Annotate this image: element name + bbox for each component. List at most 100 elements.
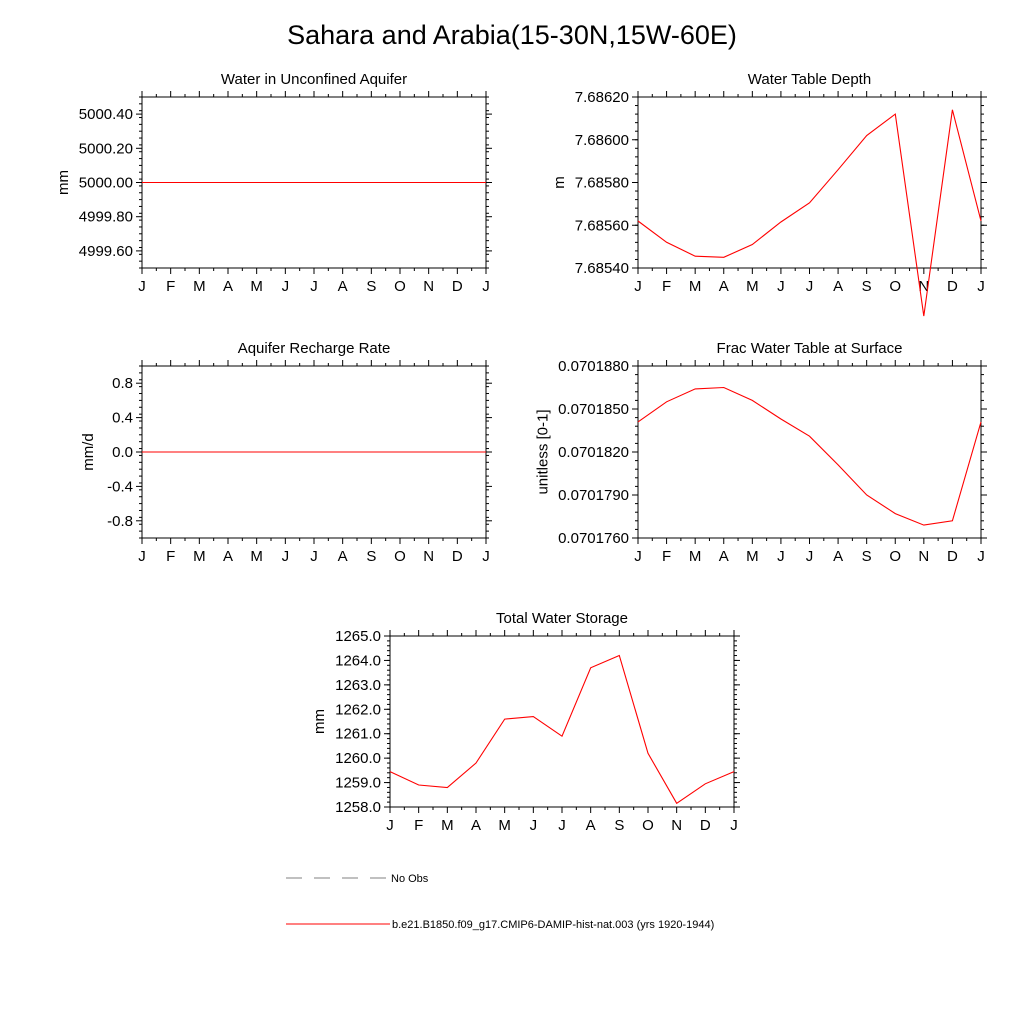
x-tick-label: J [806,548,814,565]
x-tick-label: M [250,548,263,565]
x-tick-label: O [642,817,654,834]
x-tick-label: J [777,278,785,295]
x-tick-label: M [193,548,206,565]
x-tick-label: A [833,548,843,565]
y-tick-label: 7.68560 [575,217,629,234]
y-tick-label: 7.68540 [575,260,629,277]
x-tick-label: N [918,548,929,565]
x-tick-label: J [138,278,146,295]
x-tick-label: N [423,548,434,565]
y-tick-label: 1259.0 [335,775,381,792]
x-tick-label: M [193,278,206,295]
y-tick-label: 7.68620 [575,89,629,106]
x-tick-label: J [558,817,566,834]
x-tick-label: O [889,548,901,565]
y-tick-label: 0.0 [112,444,133,461]
y-axis-label: m [551,176,568,189]
x-tick-label: A [719,278,729,295]
y-tick-label: 1260.0 [335,750,381,767]
x-tick-label: J [310,278,318,295]
y-tick-label: 0.8 [112,375,133,392]
x-tick-label: D [452,278,463,295]
plot-frame [389,635,735,808]
x-tick-label: M [746,278,759,295]
x-tick-label: A [223,278,233,295]
chart-total-water-storage: J F M A M J J A S O N D J1258.01259.01260.01261.0126… [311,610,740,834]
legend-model-label: b.e21.B1850.f09_g17.CMIP6-DAMIP-hist-nat… [392,919,714,931]
x-tick-label: A [833,278,843,295]
x-tick-label: S [862,548,872,565]
x-tick-label: J [138,548,146,565]
series-line [637,109,982,317]
x-tick-label: A [471,817,481,834]
x-tick-label: J [777,548,785,565]
y-tick-label: 7.68600 [575,132,629,149]
x-tick-label: F [662,548,671,565]
x-tick-label: J [634,548,642,565]
x-tick-label: J [482,548,490,565]
x-tick-label: A [338,278,348,295]
y-tick-label: 0.0701790 [558,487,629,504]
y-tick-label: 1262.0 [335,701,381,718]
x-tick-label: S [366,548,376,565]
x-tick-label: J [482,278,490,295]
y-axis-label: unitless [0-1] [534,409,551,494]
x-tick-label: F [166,278,175,295]
y-tick-label: 0.0701850 [558,401,629,418]
x-tick-label: D [452,548,463,565]
chart-panels: J F M A M J J A S O N D J4999.604999.805000.005000.2… [55,71,987,834]
x-tick-label: F [166,548,175,565]
y-tick-label: 4999.80 [79,209,133,226]
y-tick-label: 7.68580 [575,175,629,192]
y-tick-label: -0.4 [107,478,133,495]
x-tick-label: M [250,278,263,295]
legend: No Obs b.e21.B1850.f09_g17.CMIP6-DAMIP-h… [286,873,714,931]
x-tick-label: J [530,817,538,834]
x-tick-label: M [498,817,511,834]
y-axis-label: mm [55,170,72,195]
x-tick-label: S [862,278,872,295]
y-tick-label: 0.0701880 [558,358,629,375]
x-tick-label: J [386,817,394,834]
chart-frac-water-table: J F M A M J J A S O N D J0.07017600.07017900.0701820… [534,340,987,565]
x-tick-label: S [366,278,376,295]
x-tick-label: A [223,548,233,565]
series-line [637,386,982,526]
x-tick-label: A [719,548,729,565]
panel-title: Frac Water Table at Surface [717,340,903,357]
x-tick-label: D [947,548,958,565]
y-axis-label: mm [311,709,328,734]
y-tick-label: 5000.20 [79,140,133,157]
y-axis-label: mm/d [80,433,97,471]
panel-title: Water in Unconfined Aquifer [221,71,407,88]
x-tick-label: J [730,817,738,834]
x-tick-label: S [614,817,624,834]
x-tick-label: D [700,817,711,834]
x-tick-label: F [414,817,423,834]
y-tick-label: 1261.0 [335,726,381,743]
x-tick-label: O [394,278,406,295]
y-tick-label: 0.0701760 [558,530,629,547]
x-tick-label: A [586,817,596,834]
x-tick-label: O [394,548,406,565]
x-tick-label: D [947,278,958,295]
y-tick-label: 0.0701820 [558,444,629,461]
y-tick-label: -0.8 [107,513,133,530]
x-tick-label: F [662,278,671,295]
panel-title: Water Table Depth [748,71,871,88]
x-tick-label: M [689,548,702,565]
x-tick-label: N [671,817,682,834]
y-tick-label: 1263.0 [335,677,381,694]
x-tick-label: J [806,278,814,295]
y-tick-label: 5000.00 [79,175,133,192]
y-tick-label: 1264.0 [335,652,381,669]
panel-title: Total Water Storage [496,610,628,627]
y-tick-label: 4999.60 [79,243,133,260]
x-tick-label: N [423,278,434,295]
legend-obs-label: No Obs [391,873,429,885]
x-tick-label: J [634,278,642,295]
chart-aquifer-water: J F M A M J J A S O N D J4999.604999.805000.005000.2… [55,71,492,295]
x-tick-label: J [310,548,318,565]
